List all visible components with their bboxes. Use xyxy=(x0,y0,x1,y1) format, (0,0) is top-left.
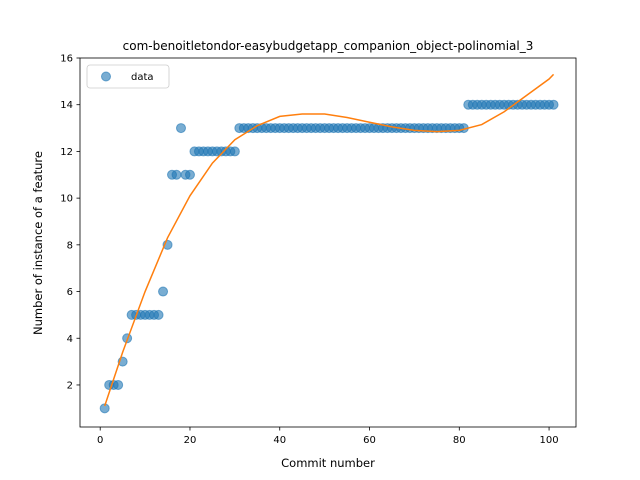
x-tick-label: 40 xyxy=(273,435,286,446)
x-tick-label: 60 xyxy=(363,435,376,446)
data-point xyxy=(548,99,559,110)
x-tick-label: 20 xyxy=(184,435,197,446)
legend-marker-data xyxy=(101,71,111,82)
y-tick-label: 12 xyxy=(60,147,73,158)
x-tick-label: 0 xyxy=(97,435,103,446)
y-tick-label: 16 xyxy=(60,54,73,65)
chart-title: com-benoitletondor-easybudgetapp_compani… xyxy=(123,39,534,53)
y-tick-label: 6 xyxy=(67,287,73,298)
y-axis: 2 4 6 8 10 12 14 16 xyxy=(60,54,80,391)
legend: data xyxy=(86,64,170,89)
y-axis-label: Number of instance of a feature xyxy=(31,151,45,335)
data-point xyxy=(153,309,164,320)
y-tick-label: 10 xyxy=(60,194,73,205)
plot-area xyxy=(99,73,559,414)
data-point xyxy=(184,169,195,180)
fit-line xyxy=(103,73,555,407)
y-tick-label: 8 xyxy=(67,240,73,251)
data-point xyxy=(229,146,240,157)
y-tick-label: 14 xyxy=(60,100,73,111)
axes-frame xyxy=(79,57,577,428)
data-point xyxy=(171,169,182,180)
x-tick-label: 100 xyxy=(540,435,559,446)
y-tick-label: 4 xyxy=(67,334,73,345)
data-point xyxy=(113,379,124,390)
data-point xyxy=(175,123,186,134)
x-axis-label: Commit number xyxy=(281,456,375,470)
data-point xyxy=(158,286,169,297)
x-axis: 0 20 40 60 80 100 xyxy=(97,427,559,446)
legend-box xyxy=(86,64,170,89)
x-tick-label: 80 xyxy=(453,435,466,446)
y-tick-label: 2 xyxy=(67,380,73,391)
legend-label-data: data xyxy=(131,72,154,83)
